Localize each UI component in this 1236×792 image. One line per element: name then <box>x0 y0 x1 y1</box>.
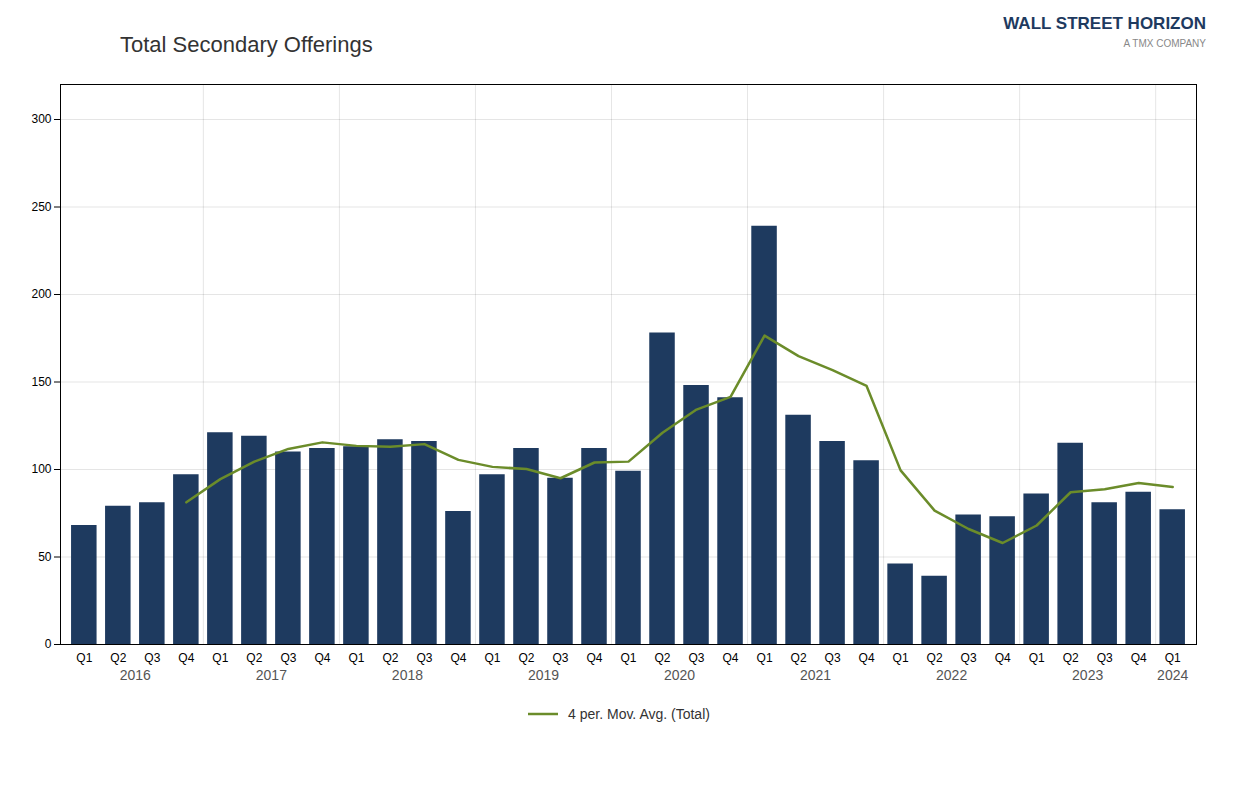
svg-text:Q4: Q4 <box>1131 651 1147 665</box>
svg-text:150: 150 <box>31 375 51 389</box>
svg-text:Q1: Q1 <box>76 651 92 665</box>
svg-text:Q4: Q4 <box>723 651 739 665</box>
svg-text:2017: 2017 <box>256 667 287 683</box>
svg-text:Q2: Q2 <box>518 651 534 665</box>
svg-text:Q4: Q4 <box>450 651 466 665</box>
svg-text:2022: 2022 <box>936 667 967 683</box>
svg-text:Q1: Q1 <box>1029 651 1045 665</box>
svg-text:Q2: Q2 <box>110 651 126 665</box>
svg-text:Q2: Q2 <box>1063 651 1079 665</box>
html-text:WALL STREET HORIZON: WALL STREET HORIZON <box>1003 14 1206 33</box>
svg-text:2024: 2024 <box>1157 667 1188 683</box>
svg-text:Q3: Q3 <box>961 651 977 665</box>
svg-text:2016: 2016 <box>120 667 151 683</box>
svg-text:2021: 2021 <box>800 667 831 683</box>
svg-text:Q3: Q3 <box>1097 651 1113 665</box>
svg-text:Q3: Q3 <box>144 651 160 665</box>
svg-text:Q1: Q1 <box>484 651 500 665</box>
svg-text:2019: 2019 <box>528 667 559 683</box>
svg-text:250: 250 <box>31 200 51 214</box>
svg-text:Q4: Q4 <box>586 651 602 665</box>
svg-text:0: 0 <box>45 637 52 651</box>
svg-text:2020: 2020 <box>664 667 695 683</box>
svg-text:100: 100 <box>31 462 51 476</box>
svg-text:Q1: Q1 <box>620 651 636 665</box>
svg-text:Q3: Q3 <box>825 651 841 665</box>
svg-text:Q2: Q2 <box>382 651 398 665</box>
svg-text:Q4: Q4 <box>995 651 1011 665</box>
html-text:A TMX COMPANY: A TMX COMPANY <box>1123 38 1206 49</box>
svg-text:Q3: Q3 <box>416 651 432 665</box>
svg-text:2023: 2023 <box>1072 667 1103 683</box>
svg-text:Q2: Q2 <box>927 651 943 665</box>
svg-text:Q4: Q4 <box>859 651 875 665</box>
svg-text:Q1: Q1 <box>757 651 773 665</box>
svg-text:Q3: Q3 <box>689 651 705 665</box>
svg-text:Q2: Q2 <box>655 651 671 665</box>
html-text:Total Secondary Offerings: Total Secondary Offerings <box>120 32 373 57</box>
svg-text:Q2: Q2 <box>246 651 262 665</box>
svg-text:Q1: Q1 <box>212 651 228 665</box>
svg-text:300: 300 <box>31 112 51 126</box>
svg-text:Q3: Q3 <box>280 651 296 665</box>
svg-text:200: 200 <box>31 287 51 301</box>
svg-text:50: 50 <box>38 550 52 564</box>
svg-text:Q1: Q1 <box>348 651 364 665</box>
svg-text:Q4: Q4 <box>178 651 194 665</box>
svg-text:Q1: Q1 <box>893 651 909 665</box>
html-text:4 per. Mov. Avg. (Total): 4 per. Mov. Avg. (Total) <box>568 706 710 722</box>
svg-text:Q2: Q2 <box>791 651 807 665</box>
svg-text:Q3: Q3 <box>552 651 568 665</box>
svg-text:Q4: Q4 <box>314 651 330 665</box>
svg-text:2018: 2018 <box>392 667 423 683</box>
svg-text:Q1: Q1 <box>1165 651 1181 665</box>
